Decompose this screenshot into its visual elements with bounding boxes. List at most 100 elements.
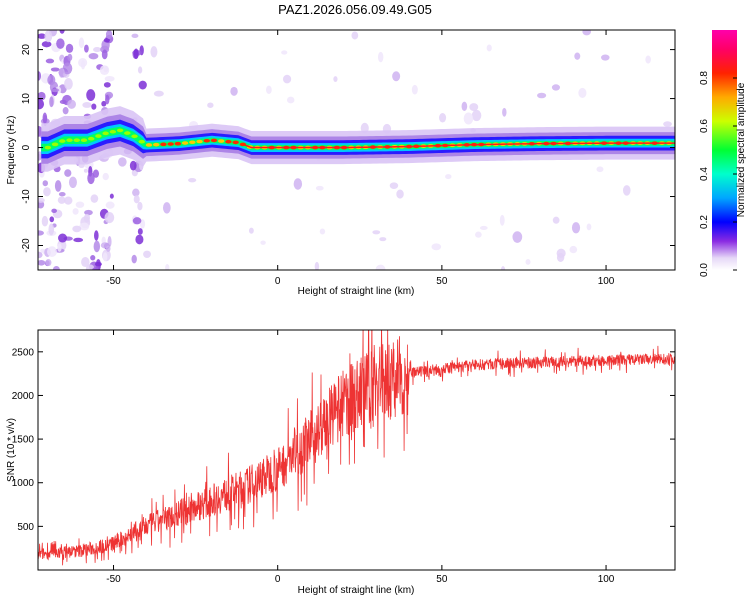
noise-blob [552, 216, 560, 224]
ridge-peak [167, 142, 174, 146]
noise-blob [83, 213, 91, 223]
noise-blob [78, 37, 85, 49]
y-tick-label: 20 [21, 44, 32, 56]
noise-blob [411, 84, 418, 95]
noise-blob [375, 264, 386, 270]
noise-blob [314, 261, 320, 270]
noise-blob [38, 33, 47, 39]
ridge-peak [109, 129, 117, 134]
ridge-peak [196, 139, 203, 144]
y-tick-label: 10 [21, 93, 32, 105]
noise-blob [500, 266, 506, 270]
noise-blob [38, 71, 42, 81]
noise-blob [118, 157, 127, 167]
noise-blob [38, 197, 45, 203]
noise-blob [132, 217, 142, 225]
noise-blob [153, 90, 164, 97]
ridge-peak [138, 139, 145, 144]
noise-blob [537, 92, 547, 99]
spectrogram-panel: -50 0 50 100 -20 -10 0 10 20 Height of straight… [6, 29, 747, 297]
y-tick-label: -10 [21, 189, 32, 204]
y-tick-label: 500 [17, 522, 34, 533]
noise-blob [72, 225, 82, 233]
noise-blob [67, 99, 76, 109]
snr-y-ticks: 500 1000 1500 2000 2500 [12, 347, 675, 533]
ridge-core [244, 142, 675, 149]
noise-blob [84, 209, 93, 216]
noise-blob [45, 58, 55, 64]
noise-blob [62, 106, 69, 115]
noise-blob [137, 228, 143, 235]
noise-blob [58, 67, 65, 78]
noise-blob [582, 30, 591, 36]
noise-blob [574, 52, 581, 60]
ridge-peak [116, 128, 124, 133]
noise-blob [84, 44, 89, 53]
spectrogram-frame [37, 29, 676, 271]
noise-blob [137, 66, 143, 74]
noise-blob [58, 192, 66, 197]
spectrogram-y-label: Frequency (Hz) [6, 116, 17, 185]
noise-blob [94, 230, 99, 241]
noise-blob [92, 267, 99, 270]
noise-blob [471, 109, 482, 122]
noise-blob [38, 151, 43, 161]
noise-blob [319, 228, 326, 235]
noise-blob [260, 240, 266, 245]
noise-blob [42, 180, 49, 187]
noise-blob [556, 248, 566, 258]
noise-blob [41, 215, 49, 227]
colorbar-ticks: 0.0 0.2 0.4 0.6 0.8 [699, 71, 737, 277]
spectrogram-y-ticks: -20 -10 0 10 20 [21, 44, 675, 253]
noise-blob [463, 112, 474, 125]
noise-blob [72, 208, 79, 215]
x-tick-label: -50 [106, 276, 121, 287]
noise-blob [315, 185, 324, 191]
noise-blob [79, 222, 90, 231]
noise-blob [59, 30, 65, 34]
noise-blob [102, 172, 109, 181]
noise-blob [248, 227, 254, 234]
ridge-peak [51, 142, 59, 147]
noise-blob [88, 52, 99, 60]
noise-blob [87, 172, 95, 185]
noise-blob [81, 257, 90, 268]
ridge-peak [59, 139, 66, 143]
noise-blob [49, 216, 55, 223]
noise-blob [569, 245, 578, 254]
noise-blob [47, 246, 57, 258]
noise-blob [479, 225, 488, 231]
noise-blob [104, 212, 115, 224]
noise-blob [486, 44, 492, 52]
noise-blob [281, 50, 288, 55]
snr-y-label: SNR (10 * v/v) [6, 418, 17, 482]
x-tick-label: 100 [598, 574, 615, 585]
ridge-peak [218, 139, 225, 143]
y-tick-label: 1500 [12, 435, 35, 446]
ridge-peak [80, 138, 88, 143]
noise-blob [551, 84, 561, 91]
noise-blob [41, 41, 52, 48]
ridge-peak [145, 143, 153, 147]
ridge-peak [95, 134, 102, 138]
ridge-peak [189, 140, 196, 145]
noise-blob [571, 222, 581, 234]
ridge-peak [210, 138, 218, 143]
noise-blob [601, 54, 610, 61]
noise-blob [91, 103, 97, 110]
noise-blob [105, 30, 113, 40]
x-tick-label: 50 [436, 574, 448, 585]
y-tick-label: 1000 [12, 478, 35, 489]
noise-blob [50, 67, 60, 72]
noise-blob [99, 65, 110, 76]
x-tick-label: 50 [436, 276, 448, 287]
x-tick-label: 0 [275, 574, 281, 585]
noise-blob [38, 230, 44, 236]
noise-blob [102, 252, 108, 262]
y-tick-label: 2500 [12, 347, 35, 358]
snr-frame [37, 329, 676, 571]
noise-blob [64, 169, 72, 177]
noise-blob [133, 48, 139, 60]
noise-blob [150, 46, 158, 58]
